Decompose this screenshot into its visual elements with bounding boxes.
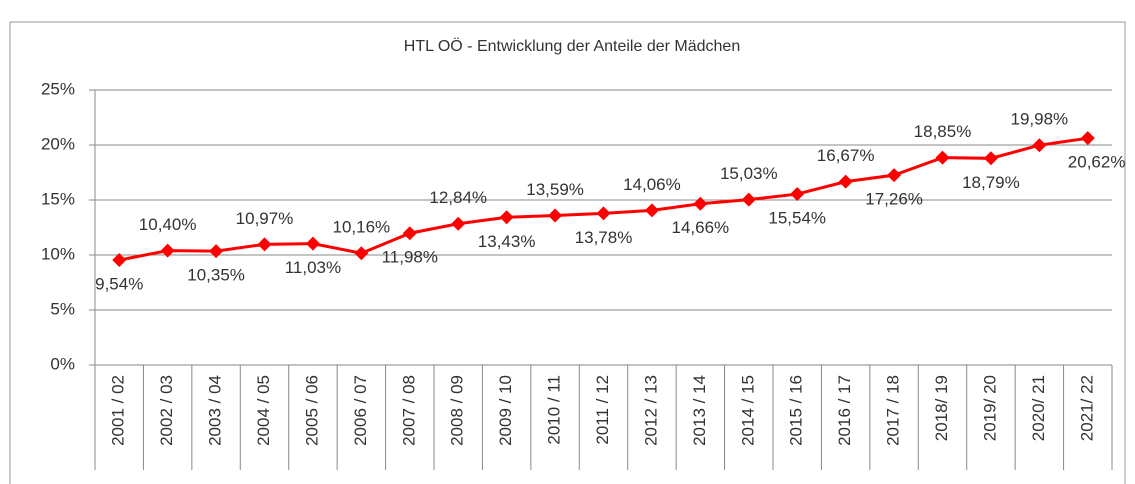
data-label: 11,98% (382, 248, 438, 267)
x-tick-label: 2005 / 06 (302, 375, 321, 446)
x-tick-label: 2017 / 18 (884, 375, 903, 446)
marker (305, 236, 320, 251)
marker (112, 253, 127, 268)
data-label: 17,26% (865, 190, 923, 209)
x-tick-label: 2008 / 09 (448, 375, 467, 446)
marker (209, 244, 224, 259)
marker (741, 192, 756, 207)
x-tick-label: 2001 / 02 (109, 375, 128, 446)
x-tick-label: 2020/ 21 (1029, 375, 1048, 441)
marker (693, 196, 708, 211)
data-label: 15,54% (768, 209, 826, 228)
chart-frame (9, 21, 1126, 484)
x-tick-label: 2016 / 17 (835, 375, 854, 446)
marker (257, 237, 272, 252)
x-tick-label: 2007 / 08 (399, 375, 418, 446)
data-label: 13,78% (575, 228, 633, 247)
chart-title: HTL OÖ - Entwicklung der Anteile der Mäd… (404, 37, 740, 55)
data-label: 11,03% (285, 258, 341, 277)
x-tick-label: 2021/ 22 (1077, 375, 1096, 441)
marker (644, 203, 659, 218)
data-label: 13,43% (478, 232, 536, 251)
x-tick-label: 2006 / 07 (351, 375, 370, 446)
x-tick-label: 2011 / 12 (593, 375, 612, 445)
marker (499, 210, 514, 225)
marker (596, 206, 611, 221)
data-label: 15,03% (720, 164, 778, 183)
data-label: 20,62% (1068, 153, 1126, 172)
data-label: 14,66% (672, 218, 730, 237)
x-tick-label: 2019/ 20 (980, 375, 999, 441)
data-label: 10,40% (139, 215, 197, 234)
data-label: 12,84% (429, 188, 487, 207)
marker (160, 243, 175, 258)
marker (838, 174, 853, 189)
data-label: 9,54% (95, 275, 143, 294)
y-tick-label: 15% (41, 189, 75, 208)
marker (548, 208, 563, 223)
marker (983, 151, 998, 166)
x-tick-label: 2010 / 11 (545, 375, 564, 445)
x-tick-label: 2012 / 13 (641, 375, 660, 446)
y-tick-label: 10% (41, 244, 75, 263)
x-tick-label: 2002 / 03 (157, 375, 176, 446)
marker (402, 226, 417, 241)
data-label: 18,85% (914, 122, 972, 141)
marker (790, 187, 805, 202)
x-tick-label: 2015 / 16 (787, 375, 806, 446)
marker (1032, 138, 1047, 153)
x-tick-label: 2003 / 04 (206, 375, 225, 446)
data-label: 18,79% (962, 173, 1020, 192)
marker (354, 246, 369, 261)
x-tick-label: 2009 / 10 (496, 375, 515, 446)
data-label: 14,06% (623, 175, 681, 194)
data-label: 10,35% (187, 266, 245, 285)
marker (887, 168, 902, 183)
x-tick-label: 2014 / 15 (738, 375, 757, 446)
marker (935, 150, 950, 165)
y-tick-label: 20% (41, 134, 75, 153)
x-tick-label: 2018/ 19 (932, 375, 951, 441)
data-label: 16,67% (817, 146, 875, 165)
data-label: 10,97% (236, 209, 294, 228)
y-tick-label: 0% (50, 354, 75, 373)
data-label: 10,16% (333, 218, 391, 237)
x-tick-label: 2013 / 14 (690, 375, 709, 446)
y-tick-label: 5% (50, 299, 75, 318)
x-tick-label: 2004 / 05 (254, 375, 273, 446)
data-label: 13,59% (526, 180, 584, 199)
marker (1080, 131, 1095, 146)
data-label: 19,98% (1011, 110, 1069, 129)
y-tick-label: 25% (41, 79, 75, 98)
marker (451, 216, 466, 231)
